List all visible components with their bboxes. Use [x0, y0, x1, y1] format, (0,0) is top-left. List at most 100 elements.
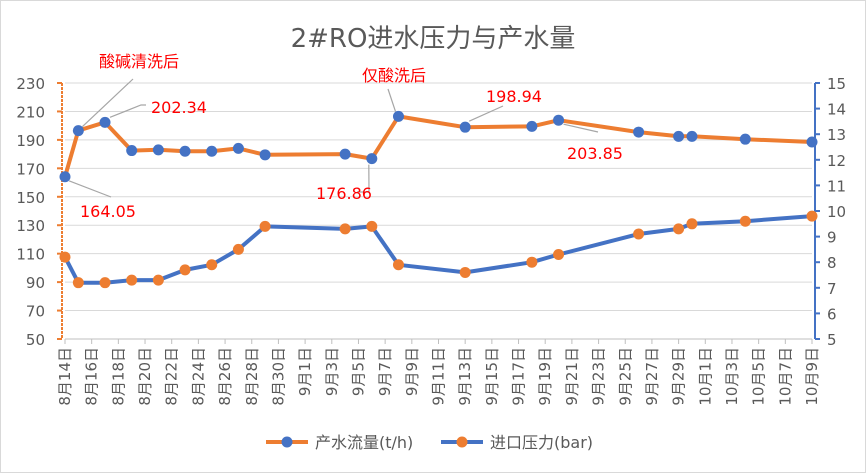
legend-label: 产水流量(t/h): [315, 433, 413, 452]
legend-swatch-marker: [281, 436, 293, 448]
series-point-0: [59, 171, 71, 183]
series-point-1: [72, 277, 84, 289]
right-tick-label: 12: [827, 152, 846, 170]
annotation-label: 仅酸洗后: [362, 66, 426, 85]
right-tick-label: 6: [827, 305, 837, 323]
x-tick-label: 10月9日: [803, 347, 821, 406]
legend-swatch-marker: [456, 436, 468, 448]
x-tick-label: 10月5日: [750, 347, 768, 406]
series-point-0: [526, 120, 538, 132]
series-point-0: [673, 130, 685, 142]
annotation-leader: [81, 78, 134, 128]
x-tick-label: 9月9日: [403, 347, 421, 396]
series-point-0: [339, 148, 351, 160]
chart-title: 2#RO进水压力与产水量: [291, 24, 576, 54]
series-point-1: [739, 215, 751, 227]
series-point-0: [806, 136, 818, 148]
annotation-leader: [68, 180, 112, 198]
series-point-0: [99, 116, 111, 128]
series-point-1: [259, 220, 271, 232]
left-tick-label: 130: [16, 217, 45, 235]
left-tick-label: 50: [26, 331, 45, 349]
series-point-1: [553, 249, 565, 261]
series-point-0: [633, 126, 645, 138]
series-point-1: [633, 228, 645, 240]
series-point-1: [686, 218, 698, 230]
left-tick-label: 190: [16, 132, 45, 150]
x-tick-label: 9月23日: [590, 347, 608, 406]
x-tick-label: 8月16日: [83, 347, 101, 406]
right-tick-label: 7: [827, 280, 837, 298]
x-tick-label: 8月24日: [189, 347, 207, 406]
series-point-0: [232, 142, 244, 154]
x-tick-label: 9月15日: [483, 347, 501, 406]
series-line-1: [63, 214, 813, 285]
series-point-1: [59, 251, 71, 263]
x-tick-label: 9月11日: [430, 347, 448, 406]
x-tick-label: 9月19日: [536, 347, 554, 406]
series-point-1: [339, 223, 351, 235]
grid-layer: [65, 82, 812, 340]
series-point-0: [259, 149, 271, 161]
series-point-0: [686, 130, 698, 142]
axis-layer: 50 70 90 110 130 150 170 190 210 230 5 6 7 8 9 10 11 12 13…: [16, 75, 846, 406]
x-tick-label: 8月28日: [243, 347, 261, 406]
left-tick-label: 230: [16, 75, 45, 93]
annotation-label: 176.86: [316, 184, 372, 203]
series-point-1: [126, 274, 138, 286]
annotation-leader: [109, 104, 146, 118]
x-tick-label: 9月27日: [643, 347, 661, 406]
series-point-0: [126, 145, 138, 157]
annotation-label: 202.34: [151, 98, 207, 117]
series-point-1: [392, 259, 404, 271]
series-point-0: [72, 125, 84, 137]
left-tick-label: 170: [16, 160, 45, 178]
left-tick-label: 110: [16, 246, 45, 264]
series-point-0: [179, 145, 191, 157]
left-tick-label: 150: [16, 189, 45, 207]
x-tick-label: 10月1日: [696, 347, 714, 406]
x-tick-label: 9月1日: [296, 347, 314, 396]
x-tick-label: 9月25日: [616, 347, 634, 406]
annotation-leader: [563, 123, 599, 133]
x-tick-label: 8月18日: [109, 347, 127, 406]
series-point-0: [459, 121, 471, 133]
series-point-1: [526, 256, 538, 268]
annotation-leader: [387, 88, 397, 112]
x-tick-label: 8月30日: [269, 347, 287, 406]
x-tick-label: 8月22日: [163, 347, 181, 406]
right-tick-label: 14: [827, 101, 846, 119]
x-tick-label: 10月7日: [776, 347, 794, 406]
right-tick-label: 11: [827, 177, 846, 195]
series-point-1: [366, 220, 378, 232]
series-point-1: [152, 274, 164, 286]
annotation-leader: [357, 164, 370, 193]
right-tick-label: 13: [827, 126, 846, 144]
series-point-1: [179, 264, 191, 276]
x-tick-label: 9月3日: [323, 347, 341, 396]
right-tick-label: 10: [827, 203, 846, 221]
left-tick-label: 90: [26, 274, 45, 292]
series-point-1: [673, 223, 685, 235]
annotation-label: 酸碱清洗后: [99, 52, 179, 71]
series-point-1: [232, 243, 244, 255]
series-point-1: [459, 266, 471, 278]
series-line-0: [63, 114, 813, 178]
series-point-0: [553, 114, 565, 126]
series-point-0: [206, 145, 218, 157]
right-tick-label: 9: [827, 229, 837, 247]
legend-label: 进口压力(bar): [490, 433, 593, 452]
series-point-0: [152, 144, 164, 156]
x-tick-label: 9月13日: [456, 347, 474, 406]
x-tick-label: 9月29日: [670, 347, 688, 406]
annotation-label: 164.05: [80, 202, 136, 221]
right-tick-label: 8: [827, 254, 837, 272]
annotation-label: 203.85: [567, 144, 623, 163]
series-layer: [59, 110, 818, 289]
series-point-0: [392, 110, 404, 122]
series-point-1: [806, 210, 818, 222]
x-tick-label: 9月7日: [376, 347, 394, 396]
